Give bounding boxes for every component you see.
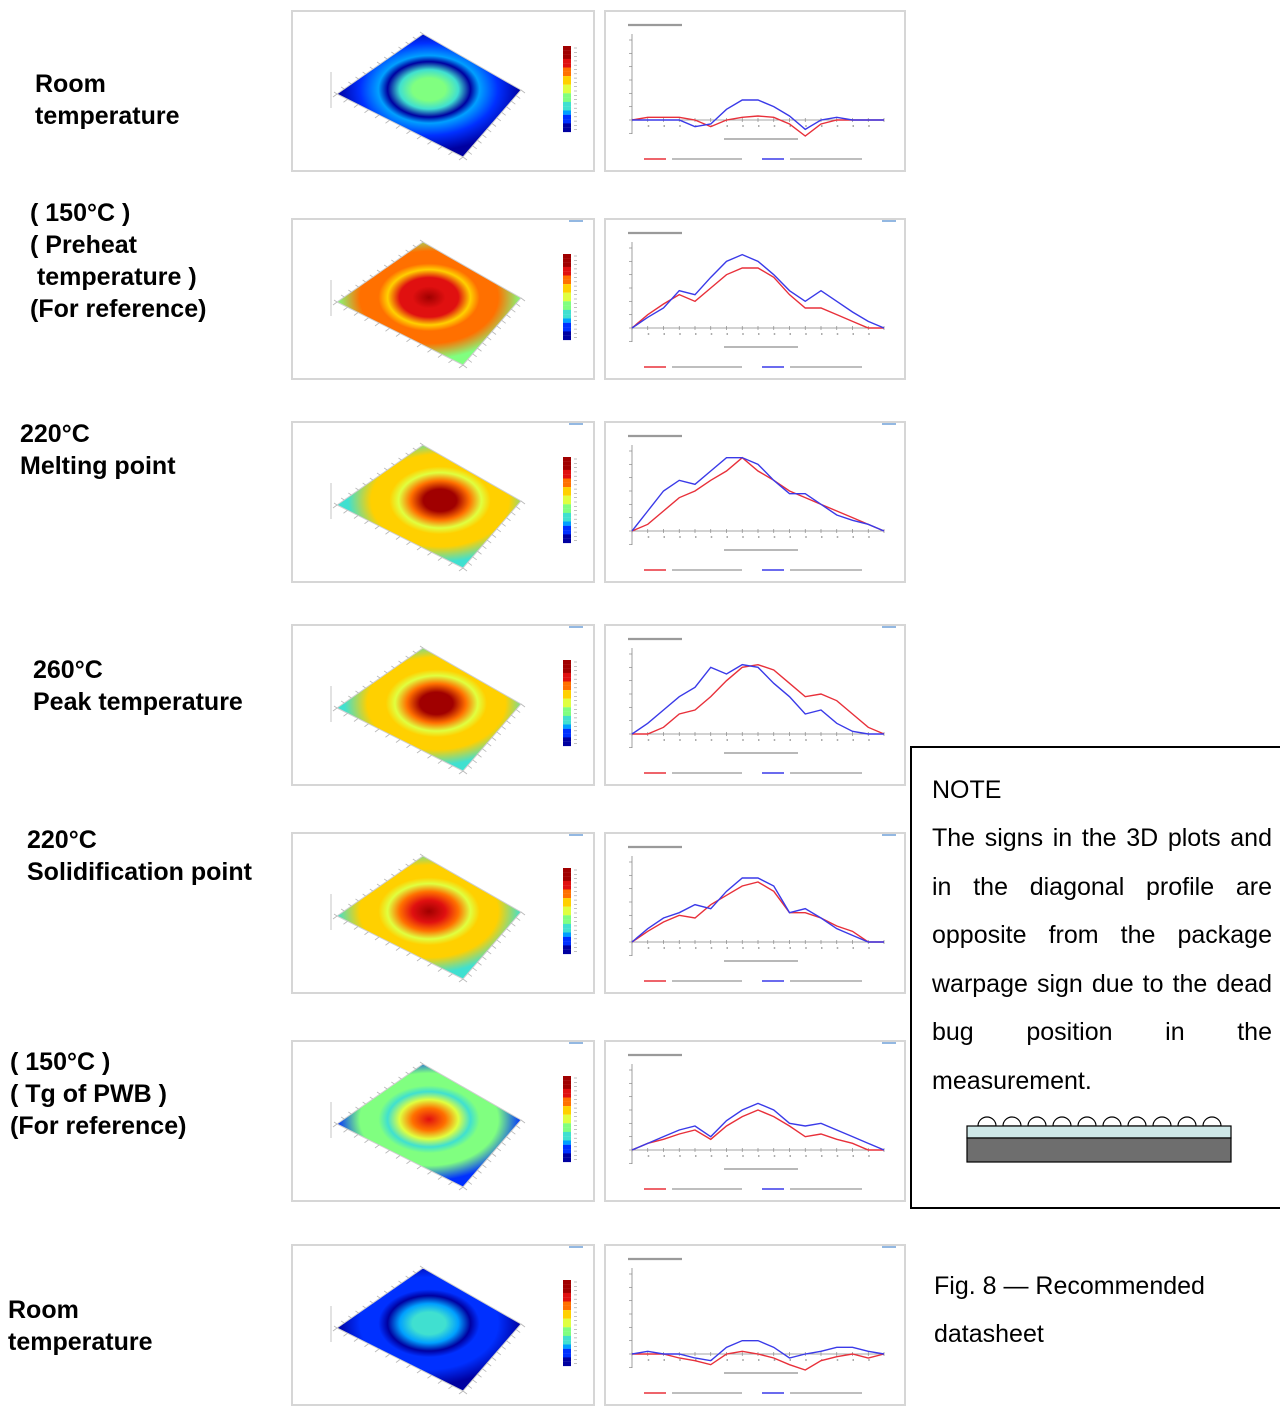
profile-chart-panel (604, 10, 906, 172)
series-upper-left-to-lower-right (631, 1109, 884, 1151)
series-lower-left-to-upper-right (631, 877, 884, 943)
color-scale-bar (563, 46, 577, 133)
profile-chart (628, 626, 896, 774)
series-lower-left-to-upper-right (632, 99, 884, 131)
surface-plot-panel (291, 832, 595, 994)
row-label: 220°C Melting point (20, 420, 176, 480)
profile-chart (628, 220, 896, 368)
surface-plot-panel (291, 421, 595, 583)
surface-axes (332, 31, 526, 161)
warpage-surface (336, 444, 522, 569)
surface-plot (330, 626, 583, 775)
warpage-surface (336, 1267, 522, 1392)
profile-chart-panel (604, 624, 906, 786)
surface-axes (332, 1265, 526, 1395)
warpage-surface (336, 1063, 522, 1188)
profile-chart-panel (604, 1040, 906, 1202)
color-scale-bar (563, 1076, 577, 1163)
surface-plot-panel (291, 1244, 595, 1406)
warpage-surface (336, 647, 522, 772)
surface-plot-panel (291, 10, 595, 172)
figure-caption: Fig. 8 — Recommended datasheet (934, 1272, 1205, 1348)
surface-axes (332, 853, 526, 983)
color-scale-bar (563, 254, 577, 341)
row-label: 220°C Solidification point (27, 826, 252, 886)
color-scale-bar (563, 1280, 577, 1367)
profile-chart (628, 423, 896, 571)
profile-chart-panel (604, 1244, 906, 1406)
row-label: ( 150°C ) ( Tg of PWB ) (For reference) (10, 1048, 187, 1140)
series-upper-left-to-lower-right (631, 267, 884, 329)
series-lower-left-to-upper-right (631, 1102, 885, 1151)
row-label: Room temperature (35, 70, 180, 130)
dead-bug-package-icon (966, 1116, 1232, 1163)
note-text: The signs in the 3D plots and in the dia… (932, 824, 1272, 1095)
series-upper-left-to-lower-right (632, 1350, 885, 1371)
series-upper-left-to-lower-right (632, 663, 885, 735)
warpage-surface (336, 33, 522, 158)
series-lower-left-to-upper-right (631, 1339, 885, 1362)
profile-chart (628, 834, 896, 982)
warpage-surface (336, 855, 522, 980)
surface-plot-panel (291, 1040, 595, 1202)
color-scale-bar (563, 660, 577, 747)
surface-plot (330, 423, 583, 572)
surface-plot (330, 220, 583, 369)
note-title: NOTE (932, 776, 1002, 804)
series-upper-left-to-lower-right (631, 881, 884, 943)
surface-plot (330, 1246, 583, 1395)
surface-axes (332, 1061, 526, 1191)
series-lower-left-to-upper-right (631, 253, 885, 329)
series-lower-left-to-upper-right (631, 663, 884, 735)
color-scale-bar (563, 868, 577, 955)
profile-chart (628, 23, 885, 160)
row-label: Room temperature (8, 1296, 153, 1356)
series-upper-left-to-lower-right (631, 115, 884, 137)
row-label: ( 150°C ) ( Preheat temperature ) (For r… (30, 199, 207, 323)
surface-plot (330, 834, 583, 983)
surface-axes (332, 239, 526, 369)
surface-plot (330, 1042, 583, 1191)
surface-plot-panel (291, 218, 595, 380)
warpage-surface (336, 241, 522, 366)
series-upper-left-to-lower-right (631, 456, 885, 532)
surface-plot (330, 31, 577, 161)
surface-axes (332, 442, 526, 572)
surface-plot-panel (291, 624, 595, 786)
profile-chart-panel (604, 218, 906, 380)
profile-chart (628, 1246, 896, 1394)
series-lower-left-to-upper-right (631, 456, 885, 532)
color-scale-bar (563, 457, 577, 544)
profile-chart (628, 1042, 896, 1190)
profile-chart-panel (604, 421, 906, 583)
surface-axes (332, 645, 526, 775)
profile-chart-panel (604, 832, 906, 994)
row-label: 260°C Peak temperature (33, 656, 243, 716)
